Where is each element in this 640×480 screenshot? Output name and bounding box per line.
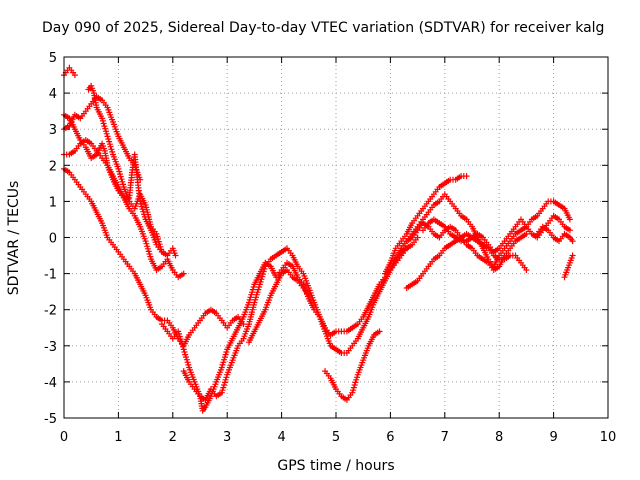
series-sat-j	[322, 328, 383, 403]
x-tick-label: 0	[60, 430, 68, 445]
y-tick-label: 2	[49, 159, 57, 174]
y-tick-label: -1	[44, 268, 57, 283]
x-tick-label: 7	[441, 430, 449, 445]
x-tick-label: 1	[114, 430, 122, 445]
series-sat-m	[398, 220, 530, 273]
y-tick-label: -4	[44, 376, 57, 391]
x-tick-label: 9	[549, 430, 557, 445]
y-tick-label: -5	[44, 412, 57, 427]
x-tick-label: 4	[277, 430, 285, 445]
series-sat-i	[246, 267, 312, 346]
y-tick-label: 5	[49, 51, 57, 66]
x-tick-label: 8	[495, 430, 503, 445]
series-sat-h	[180, 245, 410, 403]
chart-title: Day 090 of 2025, Sidereal Day-to-day VTE…	[42, 20, 604, 36]
series-sat-g	[158, 234, 421, 414]
plot-frame	[63, 56, 609, 419]
y-axis-label: SDTVAR / TECUs	[6, 181, 22, 296]
y-tick-label: 4	[49, 87, 57, 102]
series-sat-o	[420, 212, 573, 255]
x-tick-label: 3	[223, 430, 231, 445]
x-tick-label: 5	[332, 430, 340, 445]
data-series	[61, 64, 576, 414]
axis-ticks: 0 1 2 3 4 5 6 7 8 9 10 -5 -4 -3 -2 -1 0 1 2 3 4 5	[44, 51, 616, 445]
grid	[64, 57, 608, 418]
y-tick-label: 1	[49, 195, 57, 210]
x-tick-label: 10	[600, 430, 617, 445]
y-tick-label: -3	[44, 340, 57, 355]
series-sat-k	[382, 173, 470, 277]
series-sat-q	[561, 252, 576, 281]
series-sat-f	[61, 165, 247, 349]
y-tick-label: 0	[49, 232, 57, 247]
x-axis-label: GPS time / hours	[277, 458, 394, 474]
x-tick-label: 6	[386, 430, 394, 445]
x-tick-label: 2	[169, 430, 177, 445]
y-tick-label: -2	[44, 304, 57, 319]
series-sat-p	[534, 223, 576, 245]
y-tick-label: 3	[49, 123, 57, 138]
